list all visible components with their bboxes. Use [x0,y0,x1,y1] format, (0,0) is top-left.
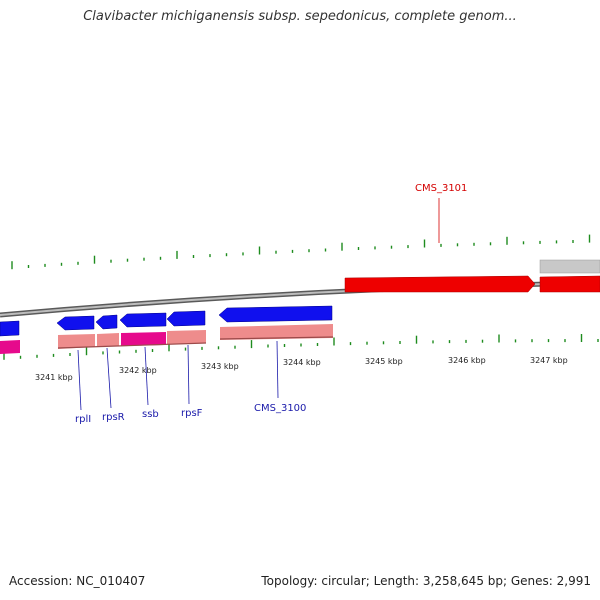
cds-rpsr[interactable] [97,333,119,347]
topology-text: Topology: circular; Length: 3,258,645 bp… [261,574,591,588]
gene-rpsr-arrow[interactable] [95,314,118,330]
gene-cms-3100-arrow[interactable] [218,305,333,323]
gene-right-forward[interactable] [539,275,600,293]
gene-rpli-arrow[interactable] [56,315,95,331]
label-line-cms-3100 [276,340,279,399]
outer-tick-ring [11,234,591,270]
tick-label-3243: 3243 kbp [201,362,239,371]
label-line-rpli [77,349,82,411]
cds-baseline [57,342,207,349]
map-title: Clavibacter michiganensis subsp. sepedon… [83,9,517,24]
gene-left-edge-magenta[interactable] [0,340,20,354]
cds-baseline-2 [219,336,334,340]
label-line-ssb [144,346,149,406]
tick-label-3246: 3246 kbp [448,356,486,365]
tick-label-3242: 3242 kbp [119,366,157,375]
cds-rpli[interactable] [58,334,95,349]
rna-ssb[interactable] [121,332,166,346]
gene-label-rpli[interactable]: rplI [75,414,91,425]
cds-rpsf[interactable] [167,330,206,344]
gene-label-ssb[interactable]: ssb [142,409,159,420]
gene-label-cms-3100[interactable]: CMS_3100 [254,403,306,414]
gene-label-cms-3101[interactable]: CMS_3101 [415,183,467,194]
tick-label-3244: 3244 kbp [283,358,321,367]
tick-label-3245: 3245 kbp [365,357,403,366]
gene-rpsf-arrow[interactable] [166,310,206,327]
label-line-rpsf [187,344,190,405]
gene-label-rpsf[interactable]: rpsF [181,408,203,419]
accession-text: Accession: NC_010407 [9,574,146,588]
tick-label-3241: 3241 kbp [35,373,73,382]
gene-left-edge-blue[interactable] [0,320,20,337]
tick-label-3247: 3247 kbp [530,356,568,365]
gene-label-rpsr[interactable]: rpsR [102,412,125,423]
gene-cms-3101-arrow[interactable] [344,275,536,293]
label-line-rpsr [106,347,112,409]
gene-ssb-arrow[interactable] [119,312,167,328]
gene-grey-feature[interactable] [539,259,600,274]
cds-cms-3100[interactable] [220,324,333,340]
